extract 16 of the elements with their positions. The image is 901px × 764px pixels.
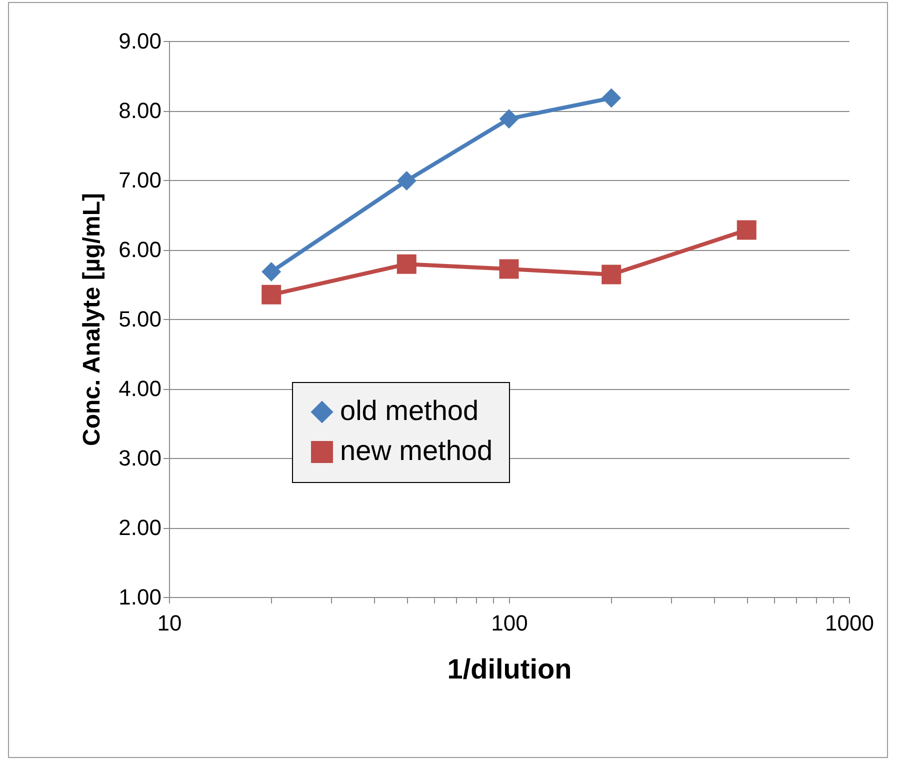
y-tick-label: 5.00	[118, 306, 162, 332]
y-tick-label: 6.00	[118, 237, 162, 262]
legend-label: old method	[340, 395, 479, 426]
y-tick-label: 3.00	[118, 446, 162, 470]
y-axis-title: Conc. Analyte [µg/mL]	[78, 193, 106, 446]
x-tick-label: 100	[491, 610, 528, 636]
legend-label: new method	[340, 435, 493, 466]
x-axis-title: 1/dilution	[447, 654, 572, 684]
y-tick-label: 1.00	[118, 584, 162, 610]
y-tick-label: 7.00	[118, 168, 162, 192]
y-tick-label: 2.00	[118, 515, 162, 540]
x-tick-label: 10	[157, 610, 182, 636]
y-tick-label: 8.00	[118, 98, 162, 123]
x-tick-label: 1000	[825, 610, 874, 636]
y-tick-label: 4.00	[118, 376, 162, 401]
y-tick-label: 9.00	[118, 28, 162, 54]
